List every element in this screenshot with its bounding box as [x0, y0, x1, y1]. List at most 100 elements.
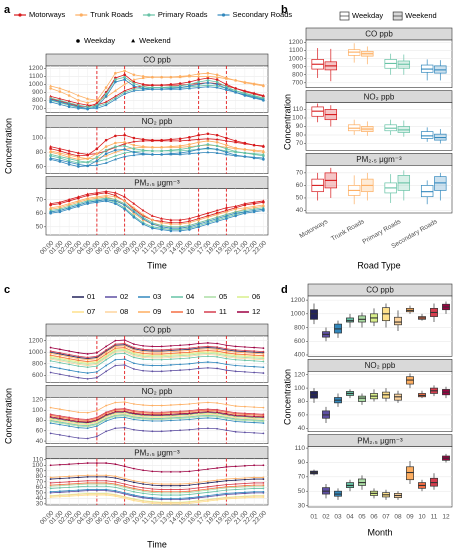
point [206, 488, 209, 490]
point [206, 137, 210, 140]
point [86, 97, 90, 100]
point [123, 133, 126, 137]
point [188, 368, 191, 371]
point [95, 357, 98, 360]
legend-label: 04 [186, 292, 194, 301]
point [132, 87, 136, 91]
point [197, 411, 200, 414]
point [178, 225, 182, 228]
point [105, 357, 108, 359]
facet-title: CO ppb [143, 326, 171, 335]
point [95, 421, 98, 424]
point [113, 197, 117, 201]
point [243, 208, 247, 212]
point [114, 413, 117, 416]
point [132, 428, 135, 431]
point [225, 496, 228, 499]
point [262, 353, 265, 355]
series-line [50, 133, 264, 157]
point [104, 145, 108, 148]
point [123, 485, 126, 488]
point [104, 152, 108, 156]
point [151, 420, 154, 422]
point [58, 434, 61, 436]
point [160, 413, 163, 416]
point [188, 409, 191, 412]
x-tick-label: 07 [382, 514, 390, 521]
point [197, 225, 200, 229]
point [132, 354, 135, 357]
point [160, 228, 163, 231]
point [178, 229, 182, 233]
point [243, 419, 246, 422]
point [114, 141, 117, 145]
point [262, 347, 265, 350]
series-line [50, 414, 264, 427]
point [114, 345, 117, 348]
point [58, 103, 62, 106]
point [104, 86, 108, 89]
point [113, 195, 117, 198]
point [243, 210, 247, 213]
point [261, 93, 265, 97]
point [243, 417, 246, 420]
point [58, 90, 62, 93]
point [216, 487, 219, 489]
point [179, 357, 182, 360]
point [105, 420, 108, 422]
y-tick-label: 1100 [289, 47, 303, 54]
point [58, 147, 62, 150]
point [234, 488, 237, 491]
facet-title: NO₂ ppb [365, 361, 396, 370]
point [150, 149, 154, 152]
facet-title: CO ppb [365, 30, 393, 39]
point [225, 492, 228, 495]
point [261, 97, 265, 101]
point [151, 488, 154, 490]
point [86, 353, 89, 355]
point [206, 150, 210, 154]
point [225, 369, 228, 372]
series-line [50, 482, 264, 493]
point [178, 152, 182, 156]
point [216, 467, 219, 469]
point [76, 202, 80, 205]
series-line [50, 192, 264, 224]
point [188, 412, 191, 415]
point [114, 343, 117, 346]
legend-label: Weekend [405, 11, 437, 20]
point [243, 349, 246, 352]
point [86, 475, 89, 478]
point [224, 212, 228, 216]
point [243, 495, 246, 498]
point [224, 77, 228, 80]
point [206, 410, 209, 413]
point [188, 493, 191, 496]
point [160, 490, 163, 493]
y-tick-label: 40 [296, 207, 304, 214]
point [132, 418, 135, 421]
point [104, 103, 108, 107]
point [197, 367, 200, 370]
point [49, 360, 52, 362]
point [197, 346, 200, 348]
point [113, 96, 117, 99]
y-tick-label: 30 [36, 501, 44, 508]
point [178, 75, 182, 79]
y-tick-label: 100 [32, 462, 43, 469]
point [253, 350, 256, 352]
point [105, 488, 108, 491]
y-tick-label: 110 [293, 106, 304, 113]
point [224, 214, 228, 217]
point [114, 415, 117, 418]
point [169, 352, 172, 355]
point [123, 92, 127, 95]
point [197, 361, 200, 364]
y-tick-label: 70 [36, 479, 44, 486]
point [253, 346, 256, 349]
point [206, 218, 210, 221]
point [113, 154, 117, 157]
point [77, 480, 80, 483]
point [234, 411, 237, 414]
point [77, 351, 80, 354]
